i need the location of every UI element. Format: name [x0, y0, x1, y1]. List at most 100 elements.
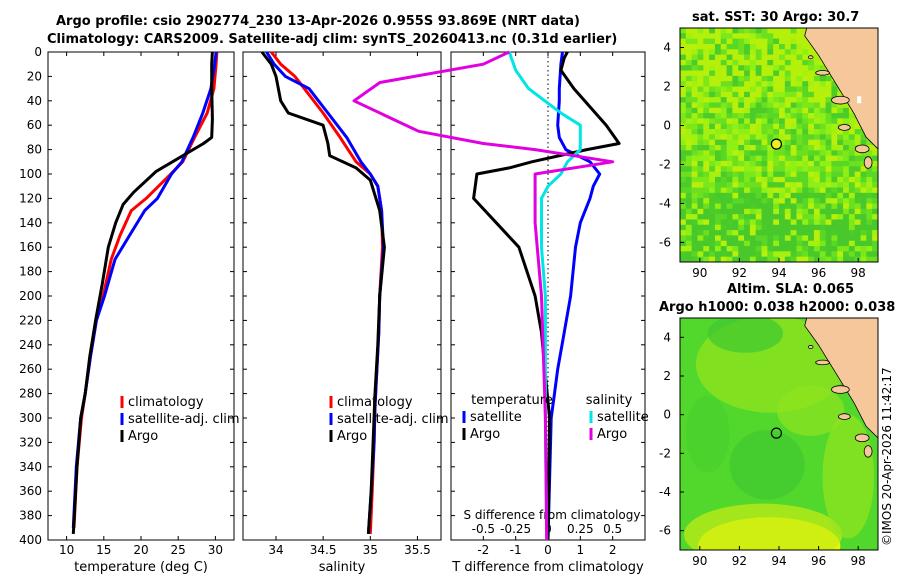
sst-cell	[697, 214, 704, 220]
sst-cell	[744, 107, 751, 114]
sla-anomaly-patch	[822, 414, 875, 539]
sst-cell	[779, 102, 786, 109]
sst-cell	[796, 192, 803, 199]
legend-label: Argo	[337, 429, 367, 444]
sst-cell	[744, 86, 751, 93]
sst-cell	[738, 214, 745, 220]
sst-cell	[749, 49, 757, 56]
sst-cell	[685, 113, 693, 119]
sst-cell	[819, 107, 827, 114]
sst-cell	[749, 208, 757, 215]
sst-cell	[732, 129, 739, 135]
sst-cell	[784, 70, 792, 77]
sst-cell	[813, 150, 821, 157]
sst-cell	[779, 118, 786, 125]
sst-cell	[685, 134, 693, 141]
sst-cell	[790, 256, 797, 262]
sst-cell	[726, 214, 733, 220]
sst-cell	[732, 203, 739, 210]
sst-cell	[749, 65, 757, 72]
sst-cell	[749, 33, 757, 40]
sst-cell	[697, 145, 704, 151]
sst-cell	[808, 139, 815, 146]
sst-cell	[755, 235, 763, 242]
sst-cell	[860, 134, 867, 141]
sst-cell	[860, 219, 867, 226]
sst-cell	[703, 214, 710, 220]
sst-cell	[808, 123, 815, 130]
sst-cell	[848, 150, 856, 157]
sst-cell	[773, 91, 780, 98]
sst-cell	[720, 97, 728, 103]
sst-cell	[709, 251, 716, 258]
sst-cell	[784, 187, 792, 194]
sst-cell	[808, 171, 815, 178]
sst-cell	[819, 139, 827, 146]
sst-cell	[796, 86, 803, 93]
sst-cell	[685, 246, 693, 252]
sst-cell	[802, 134, 809, 141]
sst-cell	[749, 160, 757, 167]
sst-cell	[825, 224, 832, 231]
sla-map-field	[680, 318, 878, 550]
sst-cell	[773, 203, 780, 210]
sst-cell	[825, 235, 832, 242]
sst-cell	[790, 65, 797, 72]
sst-cell	[808, 160, 815, 167]
sst-cell	[691, 187, 698, 194]
sst-cell	[808, 134, 815, 141]
sst-cell	[732, 28, 739, 34]
sla-anomaly-patch	[777, 385, 845, 436]
sst-cell	[872, 182, 878, 189]
sst-cell	[691, 33, 698, 40]
sst-cell	[825, 97, 832, 103]
sst-cell	[790, 230, 797, 236]
sst-cell	[773, 107, 780, 114]
sst-cell	[848, 145, 856, 151]
sst-cell	[848, 192, 856, 199]
sst-cell	[843, 118, 850, 125]
sst-cell	[837, 182, 844, 189]
sst-cell	[837, 176, 844, 183]
sst-cell	[790, 102, 797, 109]
sst-cell	[685, 118, 693, 125]
sst-cell	[703, 235, 710, 242]
sst-cell	[779, 246, 786, 252]
sst-cell	[749, 187, 757, 194]
sst-cell	[784, 251, 792, 258]
sst-cell	[726, 176, 733, 183]
sst-cell	[796, 187, 803, 194]
sst-cell	[808, 192, 815, 199]
sst-cell	[732, 43, 739, 50]
x-tick-label: 15	[96, 543, 111, 557]
sst-cell	[779, 123, 786, 130]
sst-cell	[860, 224, 867, 231]
sst-cell	[738, 182, 745, 189]
sst-cell	[854, 187, 862, 194]
sst-cell	[680, 219, 687, 226]
sst-cell	[796, 118, 803, 125]
sst-cell	[790, 235, 797, 242]
sst-cell	[819, 65, 827, 72]
sst-cell	[726, 54, 733, 61]
sst-cell	[796, 182, 803, 189]
sst-cell	[872, 235, 878, 242]
sst-cell	[802, 203, 809, 210]
sst-cell	[685, 28, 693, 34]
depth-tick-label: 280	[19, 387, 42, 401]
sst-cell	[784, 81, 792, 87]
sst-cell	[703, 187, 710, 194]
island	[807, 55, 814, 60]
sst-cell	[784, 240, 792, 247]
sst-cell	[790, 203, 797, 210]
sst-cell	[720, 33, 728, 40]
sst-cell	[796, 28, 803, 34]
sst-cell	[691, 43, 698, 50]
sst-cell	[779, 155, 786, 162]
sst-cell	[714, 150, 722, 157]
sst-cell	[720, 214, 728, 220]
sst-cell	[703, 208, 710, 215]
sst-cell	[709, 70, 716, 77]
sst-cell	[802, 230, 809, 236]
sst-cell	[738, 187, 745, 194]
